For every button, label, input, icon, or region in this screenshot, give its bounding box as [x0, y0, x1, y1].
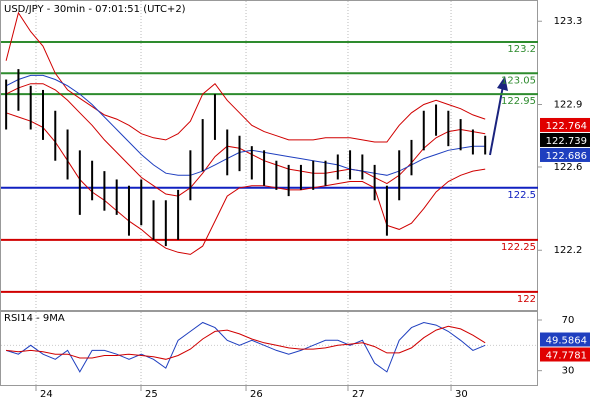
x-tick-label: 25 [145, 389, 158, 400]
x-tick-label: 30 [455, 389, 468, 400]
y-tick-label: 70 [562, 315, 575, 326]
rsi-line [6, 325, 486, 360]
rsi-title: RSI14 - 9MA [4, 313, 65, 324]
level-label: 122.5 [507, 190, 536, 201]
price-marker-label: 49.5864 [546, 336, 587, 347]
price-marker-box [540, 147, 590, 162]
price-marker-label: 122.764 [546, 121, 587, 132]
rsi-line [5, 321, 486, 373]
level-label: 122.95 [501, 96, 536, 107]
indicator-line [5, 74, 486, 176]
price-marker-label: 122.686 [546, 151, 587, 162]
level-label: 123.2 [507, 44, 536, 55]
price-marker-box [540, 347, 590, 362]
y-tick-label: 123.3 [554, 16, 583, 27]
arrow-head [497, 76, 508, 91]
indicator-line [5, 112, 486, 255]
price-marker-box [540, 132, 590, 147]
x-tick-label: 26 [250, 389, 263, 400]
price-panel [0, 0, 538, 311]
level-label: 122.25 [501, 242, 536, 253]
y-tick-label: 122.2 [554, 245, 583, 256]
price-marker-label: 122.739 [546, 136, 587, 147]
rsi-panel [0, 311, 538, 386]
price-marker-box [540, 332, 590, 347]
y-tick-label: 30 [562, 366, 575, 377]
level-label: 123.05 [501, 75, 536, 86]
level-label: 122 [517, 294, 536, 305]
y-tick-label: 122.9 [554, 100, 583, 111]
indicator-line [5, 11, 486, 143]
price-marker-box [540, 117, 590, 132]
x-tick-label: 24 [40, 389, 53, 400]
price-marker-label: 47.7781 [546, 351, 587, 362]
x-tick-label: 27 [352, 389, 365, 400]
y-tick-label: 122.6 [554, 162, 583, 173]
projection-arrow [489, 85, 504, 156]
chart-title: USD/JPY - 30min - 07:01:51 (UTC+2) [4, 4, 186, 15]
